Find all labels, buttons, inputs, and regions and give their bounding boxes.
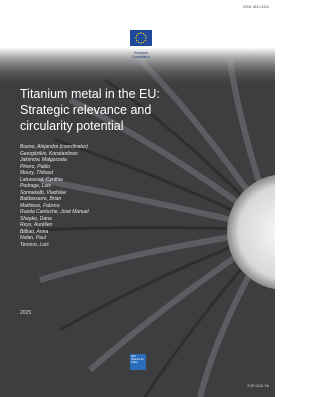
eu-logo: European Commission [127, 30, 155, 59]
star [143, 33, 144, 34]
author: Rueda Cantuche, José Manuel [20, 209, 89, 216]
year: 2025 [20, 310, 31, 316]
star [145, 37, 146, 38]
publisher: European Commission [127, 52, 155, 59]
star [145, 35, 146, 36]
star [136, 40, 137, 41]
author: Tercero, Luis [20, 242, 89, 249]
star [140, 42, 141, 43]
author: Bueno, Alejandra (coordinator) [20, 144, 89, 151]
star [140, 32, 141, 33]
author-list: Bueno, Alejandra (coordinator)Georgitzik… [20, 144, 89, 248]
eu-flag [130, 30, 152, 46]
issn: ISSN 1831-9424 [243, 5, 269, 9]
star [145, 40, 146, 41]
star [138, 42, 139, 43]
title: Titanium metal in the EU: Strategic rele… [20, 86, 190, 134]
report-number: EUR 40211 EN [247, 384, 269, 388]
star [143, 42, 144, 43]
star [138, 33, 139, 34]
star [136, 35, 137, 36]
star [135, 37, 136, 38]
series-badge: JRC Science for Policy [130, 354, 146, 370]
report-cover: ISSN 1831-9424 European Commission Titan… [0, 0, 275, 397]
